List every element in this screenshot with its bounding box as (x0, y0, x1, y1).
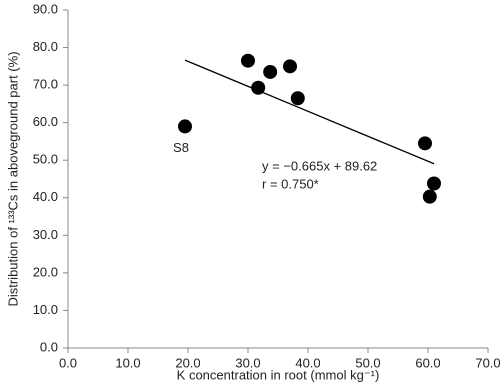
trend-line (184, 59, 435, 165)
x-tick-label: 50.0 (355, 355, 380, 370)
y-tick-label: 0.0 (40, 339, 58, 354)
point (290, 91, 305, 106)
x-tick-label: 20.0 (175, 355, 200, 370)
point (422, 189, 437, 204)
y-tick-label: 70.0 (33, 77, 58, 92)
x-tick-label: 10.0 (115, 355, 140, 370)
point (251, 80, 266, 95)
point (418, 136, 432, 151)
y-axis-label: Distribution of ¹³³Cs in aboveground par… (5, 51, 20, 306)
y-tick-label: 80.0 (33, 39, 58, 54)
x-tick-label: 70.0 (475, 355, 500, 370)
y-tick-label: 50.0 (33, 152, 58, 167)
x-axis-label: K concentration in root (mmol kg⁻¹) (177, 367, 380, 382)
point (263, 64, 278, 79)
y-tick-label: 20.0 (33, 264, 58, 279)
x-tick-label: 60.0 (415, 355, 440, 370)
x-tick-label: 0.0 (59, 355, 77, 370)
y-tick-label: 10.0 (33, 302, 58, 317)
y-tick-label: 40.0 (33, 189, 58, 204)
y-tick-label: 30.0 (33, 227, 58, 242)
point-label: S8 (173, 140, 189, 155)
point (427, 176, 441, 191)
x-tick-label: 30.0 (235, 355, 260, 370)
x-tick-label: 40.0 (295, 355, 320, 370)
point (178, 119, 192, 134)
y-tick-label: 60.0 (33, 114, 58, 129)
point (283, 59, 297, 74)
fit-equation: y = −0.665x + 89.62 (262, 158, 377, 173)
fit-r: r = 0.750* (262, 176, 319, 191)
y-tick-label: 90.0 (33, 1, 58, 16)
point (241, 53, 255, 68)
